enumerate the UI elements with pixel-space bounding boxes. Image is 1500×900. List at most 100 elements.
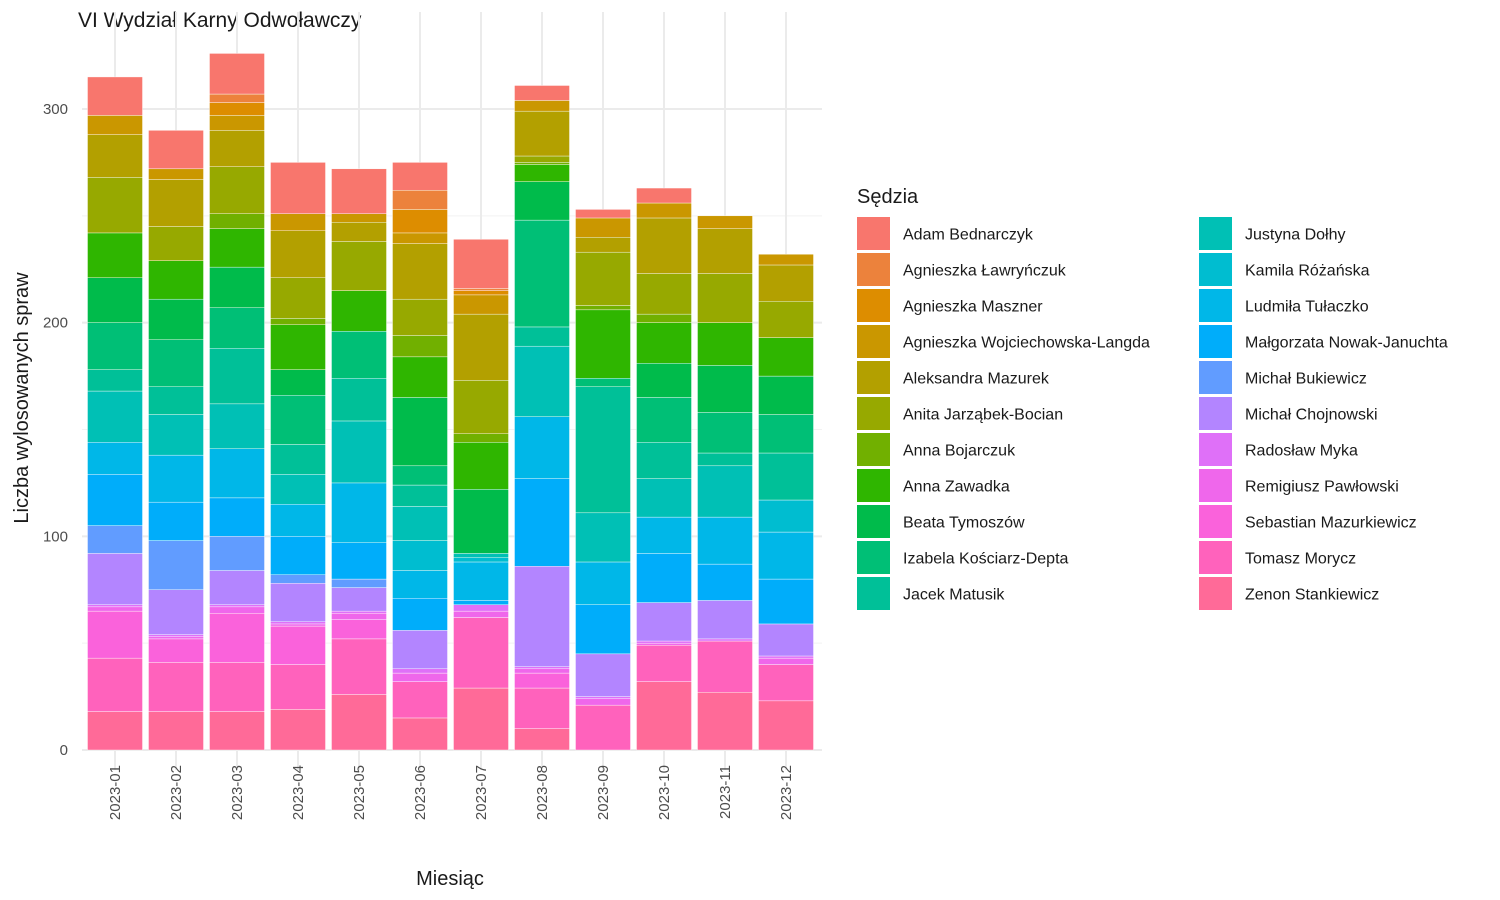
bar-segment — [331, 222, 387, 242]
bar-segment — [209, 266, 265, 308]
bar-segment — [575, 305, 631, 311]
bar-segment — [758, 664, 814, 702]
bar-segment — [758, 655, 814, 659]
bar-segment — [392, 465, 448, 486]
bar-segment — [575, 653, 631, 697]
bar-segment — [209, 307, 265, 349]
bar-segment — [575, 209, 631, 219]
bar-segment — [575, 251, 631, 306]
bar-segment — [575, 512, 631, 563]
bar-segment — [575, 386, 631, 514]
bar-segment — [87, 369, 143, 392]
bar-segment — [331, 613, 387, 620]
bar-segment — [270, 324, 326, 370]
bar-segment — [209, 228, 265, 268]
bar-segment — [270, 625, 326, 665]
legend-label: Izabela Kościarz-Depta — [903, 551, 1069, 568]
legend-swatch — [1199, 253, 1232, 286]
bar-segment — [453, 557, 509, 563]
bar-segment — [636, 322, 692, 364]
bar-segment — [636, 397, 692, 443]
bar-segment — [331, 694, 387, 751]
bar-segment — [270, 395, 326, 445]
legend-swatch — [1199, 289, 1232, 322]
bar-segment — [514, 666, 570, 670]
bar-segment — [636, 642, 692, 646]
bar-segment — [636, 273, 692, 315]
bar-segment — [636, 478, 692, 518]
bar-segment — [453, 553, 509, 558]
bar-segment — [392, 232, 448, 244]
bar-segment — [453, 610, 509, 618]
bar-segment — [148, 414, 204, 456]
legend-swatch — [857, 325, 890, 358]
legend-swatch — [1199, 577, 1232, 610]
bar-segment — [209, 130, 265, 167]
bar-segment — [87, 177, 143, 234]
bar-segment — [148, 634, 204, 637]
bar-segment — [87, 232, 143, 278]
x-axis-title: Miesiąc — [416, 868, 484, 890]
legend-swatch — [1199, 217, 1232, 250]
bars-layer — [87, 53, 814, 751]
bar-segment — [758, 531, 814, 580]
bar-segment — [514, 164, 570, 182]
bar-segment — [453, 489, 509, 554]
bar-segment — [331, 331, 387, 379]
bar-segment — [392, 598, 448, 631]
bar-segment — [87, 474, 143, 526]
bar-segment — [209, 213, 265, 229]
bar-segment — [331, 578, 387, 588]
bar-segment — [453, 604, 509, 612]
bar-segment — [636, 217, 692, 274]
bar-segment — [270, 504, 326, 537]
bar-segment — [636, 645, 692, 682]
bar-segment — [331, 290, 387, 332]
bar-segment — [148, 260, 204, 300]
y-axis-title: Liczba wylosowanych spraw — [11, 272, 33, 524]
bar-segment — [331, 587, 387, 612]
bar-segment — [87, 76, 143, 116]
bar-segment — [636, 202, 692, 219]
bar-segment — [148, 589, 204, 635]
bar-segment — [514, 100, 570, 112]
bar-segment — [758, 254, 814, 266]
bar-segment — [392, 570, 448, 599]
legend-label: Agnieszka Maszner — [903, 299, 1043, 316]
legend-swatch — [857, 541, 890, 574]
bar-segment — [453, 380, 509, 434]
bar-segment — [331, 213, 387, 223]
bar-segment — [87, 604, 143, 608]
bar-segment — [758, 623, 814, 657]
bar-segment — [270, 536, 326, 575]
bar-segment — [453, 442, 509, 490]
bar-segment — [697, 600, 753, 640]
bar-segment — [87, 277, 143, 323]
bar-segment — [697, 273, 753, 323]
legend-label: Anna Bojarczuk — [903, 443, 1016, 460]
bar-segment — [636, 516, 692, 554]
bar-segment — [331, 482, 387, 543]
bar-segment — [209, 448, 265, 499]
bar-segment — [87, 390, 143, 443]
bar-segment — [514, 85, 570, 101]
bar-segment — [636, 363, 692, 398]
bar-segment — [575, 236, 631, 253]
bar-segment — [331, 378, 387, 422]
bar-segment — [697, 516, 753, 565]
bar-segment — [453, 687, 509, 751]
bar-segment — [758, 337, 814, 377]
bar-segment — [148, 179, 204, 227]
bar-segment — [392, 209, 448, 234]
legend: Adam Bednarczyk Agnieszka Ławryńczuk Agnie… — [857, 217, 1448, 610]
bar-segment — [514, 416, 570, 479]
y-axis-ticks: 0 100 200 300 — [43, 101, 68, 759]
y-tick-label: 200 — [43, 315, 68, 332]
bar-segment — [453, 239, 509, 289]
bar-segment — [270, 474, 326, 505]
bar-segment — [514, 110, 570, 157]
x-tick-label: 2023-11 — [717, 765, 734, 819]
bar-segment — [453, 290, 509, 296]
bar-segment — [758, 657, 814, 665]
bar-segment — [392, 681, 448, 719]
